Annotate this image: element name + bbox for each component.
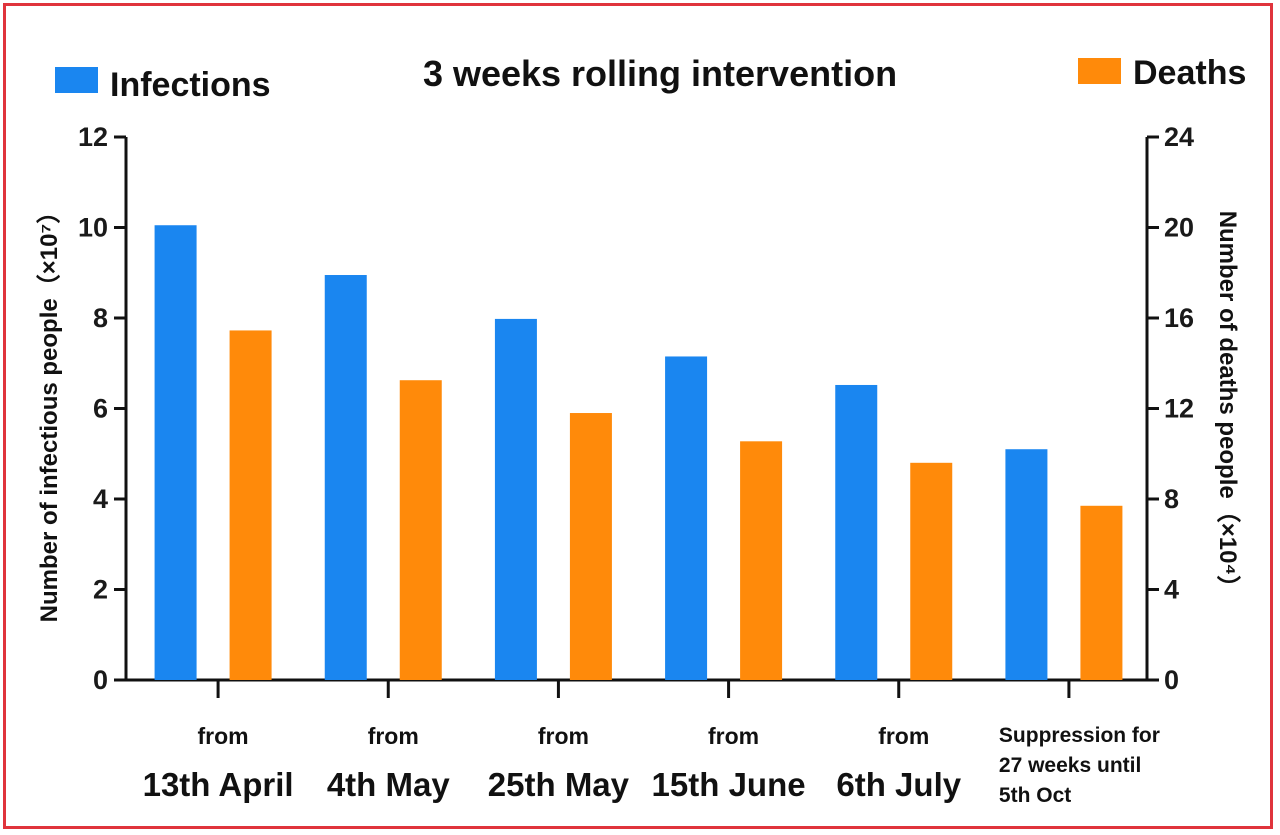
deaths-bar [229, 330, 272, 680]
infections-bar [324, 275, 367, 680]
category-line1: from [708, 723, 759, 749]
right-tick-label: 20 [1164, 213, 1194, 243]
category-line2: 6th July [836, 766, 961, 803]
left-tick-label: 6 [93, 394, 108, 424]
infections-bar [494, 318, 537, 680]
infections-bar [154, 225, 197, 681]
category-line1: from [198, 723, 249, 749]
category-line2: 25th May [488, 766, 630, 803]
right-tick-label: 0 [1164, 665, 1179, 695]
left-tick-label: 0 [93, 665, 108, 695]
category-line1: from [538, 723, 589, 749]
legend-infections-label: Infections [110, 66, 271, 104]
legend-deaths-label: Deaths [1133, 54, 1246, 92]
category-note-line: 27 weeks until [999, 754, 1141, 777]
category-line2: 13th April [143, 766, 294, 803]
left-tick-label: 10 [78, 213, 108, 243]
deaths-bar [740, 441, 783, 680]
left-tick-label: 4 [93, 484, 108, 514]
x-axis [126, 678, 1147, 698]
category-line2: 15th June [652, 766, 806, 803]
right-tick-label: 8 [1164, 484, 1179, 514]
legend-infections: Infections [55, 66, 271, 104]
deaths-bar [399, 380, 442, 680]
category-line1: from [368, 723, 419, 749]
right-y-axis: 0 4 8 12 16 20 24 [1145, 122, 1194, 695]
left-y-axis: 0 2 4 6 8 10 12 [78, 122, 128, 695]
left-tick-label: 2 [93, 575, 108, 605]
infections-bar [835, 384, 878, 680]
category-labels: from 13th April from 4th May from 25th May fro… [143, 723, 1160, 807]
left-tick-label: 8 [93, 303, 108, 333]
category-line1: from [878, 723, 929, 749]
left-tick-label: 12 [78, 122, 108, 152]
chart-title: 3 weeks rolling intervention [423, 53, 897, 94]
right-tick-label: 12 [1164, 394, 1194, 424]
category-line2: 4th May [327, 766, 451, 803]
category-note-line: 5th Oct [999, 784, 1071, 807]
left-axis-title: Number of infectious people（×10⁷） [36, 200, 63, 623]
infections-bar [665, 356, 708, 680]
bars [154, 225, 1123, 681]
category-note-line: Suppression for [999, 724, 1160, 747]
legend-deaths: Deaths [1078, 54, 1246, 92]
deaths-bar [569, 413, 612, 680]
legend-deaths-swatch [1078, 58, 1121, 84]
right-tick-label: 16 [1164, 303, 1194, 333]
right-tick-label: 4 [1164, 575, 1179, 605]
right-tick-label: 24 [1164, 122, 1194, 152]
infections-bar [1005, 449, 1048, 680]
deaths-bar [910, 462, 953, 680]
right-axis-title: Number of deaths people（×10⁴） [1214, 211, 1241, 600]
deaths-bar [1080, 505, 1123, 680]
legend-infections-swatch [55, 67, 98, 93]
chart-frame [3, 3, 1273, 829]
